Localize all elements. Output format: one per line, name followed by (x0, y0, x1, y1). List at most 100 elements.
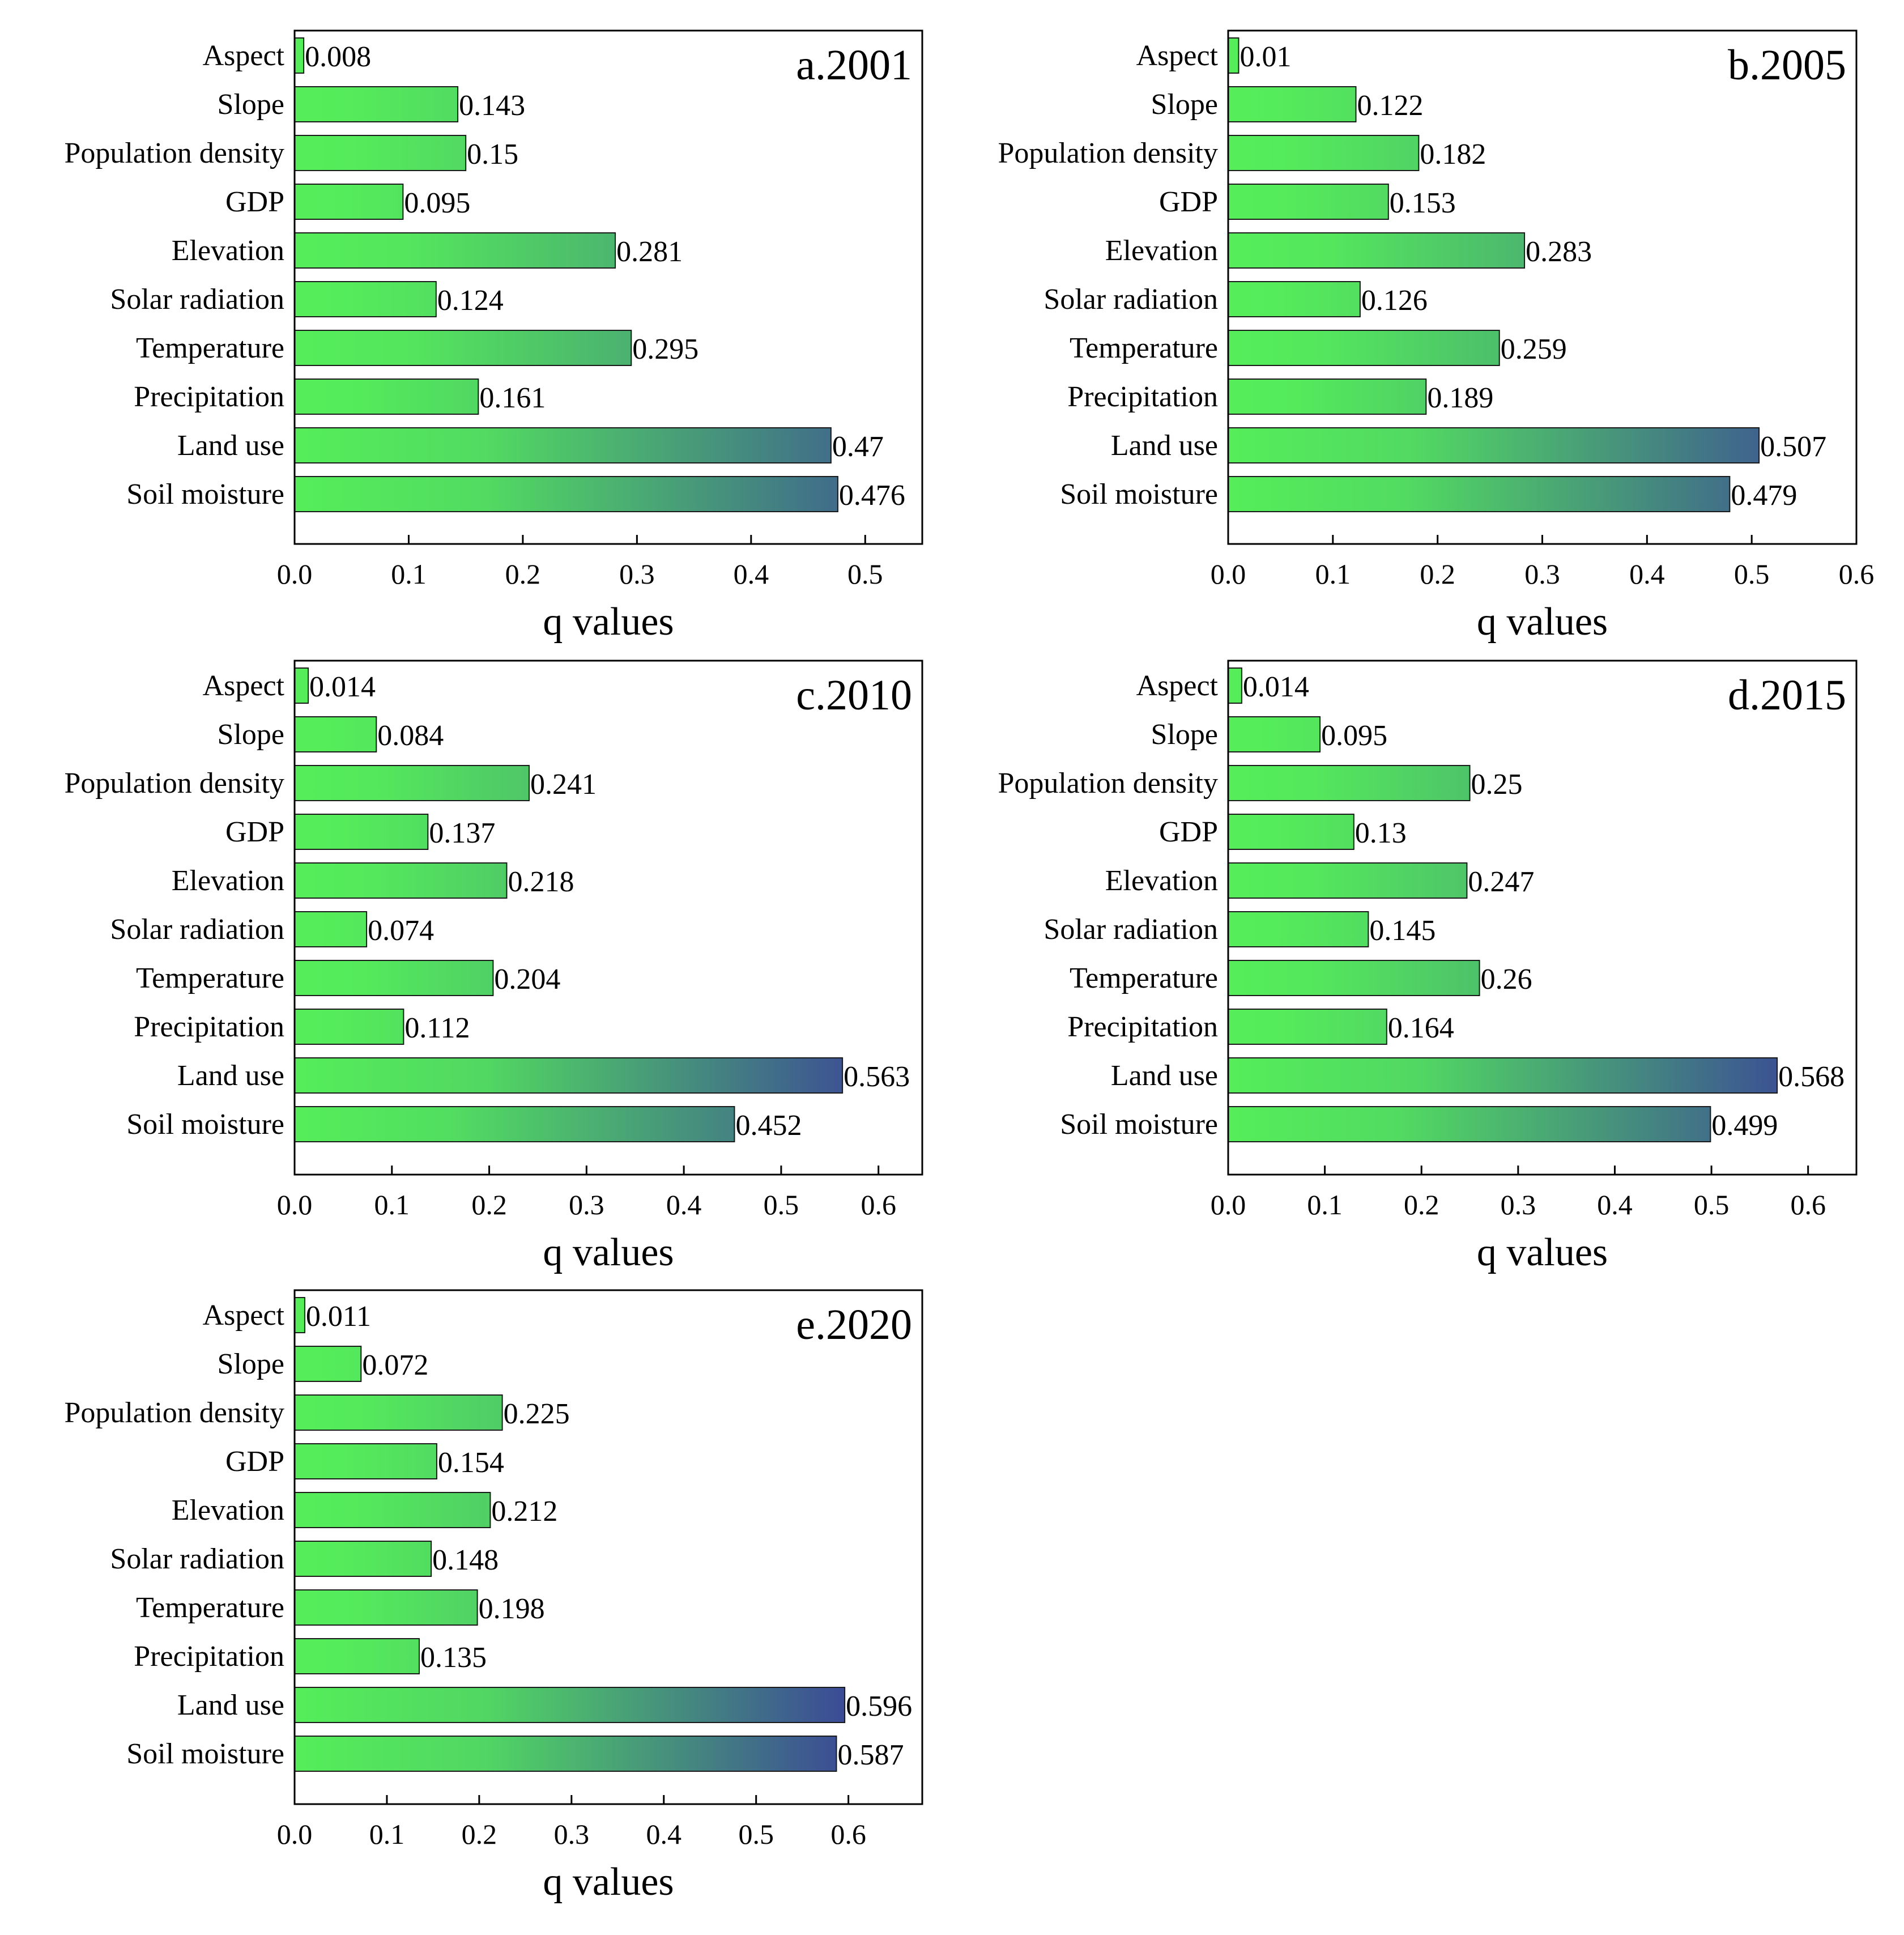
bar-land-use (294, 427, 832, 463)
value-label: 0.182 (1420, 138, 1486, 171)
value-label: 0.161 (479, 382, 546, 414)
value-label: 0.011 (306, 1300, 371, 1333)
value-label: 0.143 (459, 90, 525, 122)
category-label: GDP (225, 816, 284, 848)
value-label: 0.259 (1501, 333, 1567, 365)
panel-c.2010: Aspect 0.014 Slope 0.084 Population density 0… (64, 660, 923, 1274)
category-label: Aspect (203, 1299, 285, 1332)
value-label: 0.47 (832, 431, 884, 463)
bar-temperature (294, 1589, 478, 1626)
x-tick-label: 0.2 (505, 558, 541, 590)
value-label: 0.154 (438, 1447, 504, 1479)
x-tick-label: 0.4 (734, 558, 769, 590)
value-label: 0.014 (309, 671, 376, 703)
value-label: 0.563 (844, 1061, 910, 1093)
value-label: 0.148 (432, 1544, 499, 1576)
category-label: Population density (998, 767, 1218, 799)
category-label: Soil moisture (126, 478, 284, 511)
value-label: 0.137 (429, 817, 495, 849)
bar-elevation (1228, 862, 1468, 899)
bar-aspect (1228, 37, 1239, 74)
x-tick-label: 0.6 (1790, 1189, 1826, 1220)
x-tick-label: 0.0 (277, 1189, 313, 1220)
category-label: Population density (998, 137, 1218, 169)
category-label: Solar radiation (1043, 283, 1218, 316)
category-label: Solar radiation (110, 1543, 284, 1575)
bar-temperature (1228, 330, 1500, 366)
value-label: 0.568 (1778, 1061, 1845, 1093)
x-tick-label: 0.6 (1839, 558, 1875, 590)
category-label: Land use (1111, 1060, 1218, 1092)
value-label: 0.095 (404, 187, 470, 219)
value-label: 0.452 (735, 1109, 802, 1142)
value-label: 0.008 (305, 41, 371, 73)
category-label: Temperature (1070, 332, 1218, 364)
x-tick-label: 0.6 (830, 1818, 866, 1850)
category-label: GDP (225, 1445, 284, 1478)
category-label: Land use (177, 429, 284, 462)
bar-gdp (1228, 814, 1354, 850)
x-tick-label: 0.2 (471, 1189, 507, 1220)
panel-label: c.2010 (796, 671, 912, 719)
value-label: 0.189 (1427, 382, 1493, 414)
x-axis-label: q values (543, 1860, 674, 1904)
category-label: Slope (218, 1348, 284, 1380)
bar-soil-moisture (1228, 476, 1731, 512)
value-label: 0.476 (839, 479, 905, 512)
x-tick-label: 0.0 (277, 1818, 313, 1850)
category-label: Slope (1151, 88, 1218, 121)
value-label: 0.112 (404, 1012, 470, 1044)
value-label: 0.13 (1355, 817, 1407, 849)
category-label: Aspect (1136, 40, 1219, 72)
value-label: 0.122 (1357, 90, 1423, 122)
x-tick-label: 0.5 (1734, 558, 1770, 590)
value-label: 0.25 (1471, 768, 1523, 801)
bar-population-density (294, 765, 530, 801)
bar-land-use (1228, 427, 1760, 463)
bar-gdp (294, 1443, 437, 1479)
category-label: Soil moisture (1060, 478, 1218, 511)
value-label: 0.095 (1321, 720, 1387, 752)
category-label: Solar radiation (110, 913, 284, 946)
category-label: Temperature (1070, 962, 1218, 994)
bar-solar-radiation (1228, 281, 1361, 317)
plot-frame (293, 29, 923, 545)
category-label: Soil moisture (126, 1738, 284, 1770)
x-tick-label: 0.1 (369, 1818, 405, 1850)
panel-label: d.2015 (1728, 671, 1846, 719)
value-label: 0.26 (1481, 963, 1532, 996)
category-label: Solar radiation (110, 283, 284, 316)
plot-frame (293, 660, 923, 1176)
category-label: GDP (1159, 816, 1218, 848)
bar-soil-moisture (294, 1736, 837, 1772)
category-label: Precipitation (1067, 1011, 1218, 1043)
x-axis-label: q values (1477, 1231, 1608, 1274)
x-axis-label: q values (543, 600, 674, 644)
category-label: Elevation (172, 1494, 284, 1526)
x-tick-label: 0.3 (1501, 1189, 1536, 1220)
bar-population-density (1228, 135, 1420, 171)
bar-precipitation (1228, 379, 1427, 415)
bar-aspect (294, 667, 309, 704)
bar-gdp (294, 184, 404, 220)
panel-label: b.2005 (1728, 41, 1846, 89)
plot-frame (1227, 660, 1858, 1176)
category-label: Temperature (136, 1592, 284, 1624)
category-label: Precipitation (134, 1011, 284, 1043)
x-axis-label: q values (1477, 600, 1608, 644)
category-label: Aspect (1136, 670, 1219, 702)
value-label: 0.479 (1731, 479, 1797, 512)
category-label: Precipitation (134, 381, 284, 413)
category-label: Elevation (1105, 235, 1218, 267)
value-label: 0.596 (846, 1690, 912, 1723)
value-label: 0.01 (1239, 41, 1291, 73)
value-label: 0.135 (420, 1641, 487, 1674)
category-label: Soil moisture (1060, 1108, 1218, 1141)
value-label: 0.204 (494, 963, 560, 996)
bar-soil-moisture (294, 1106, 735, 1142)
x-tick-label: 0.1 (1315, 558, 1351, 590)
bar-aspect (294, 37, 305, 74)
bar-solar-radiation (1228, 911, 1369, 947)
